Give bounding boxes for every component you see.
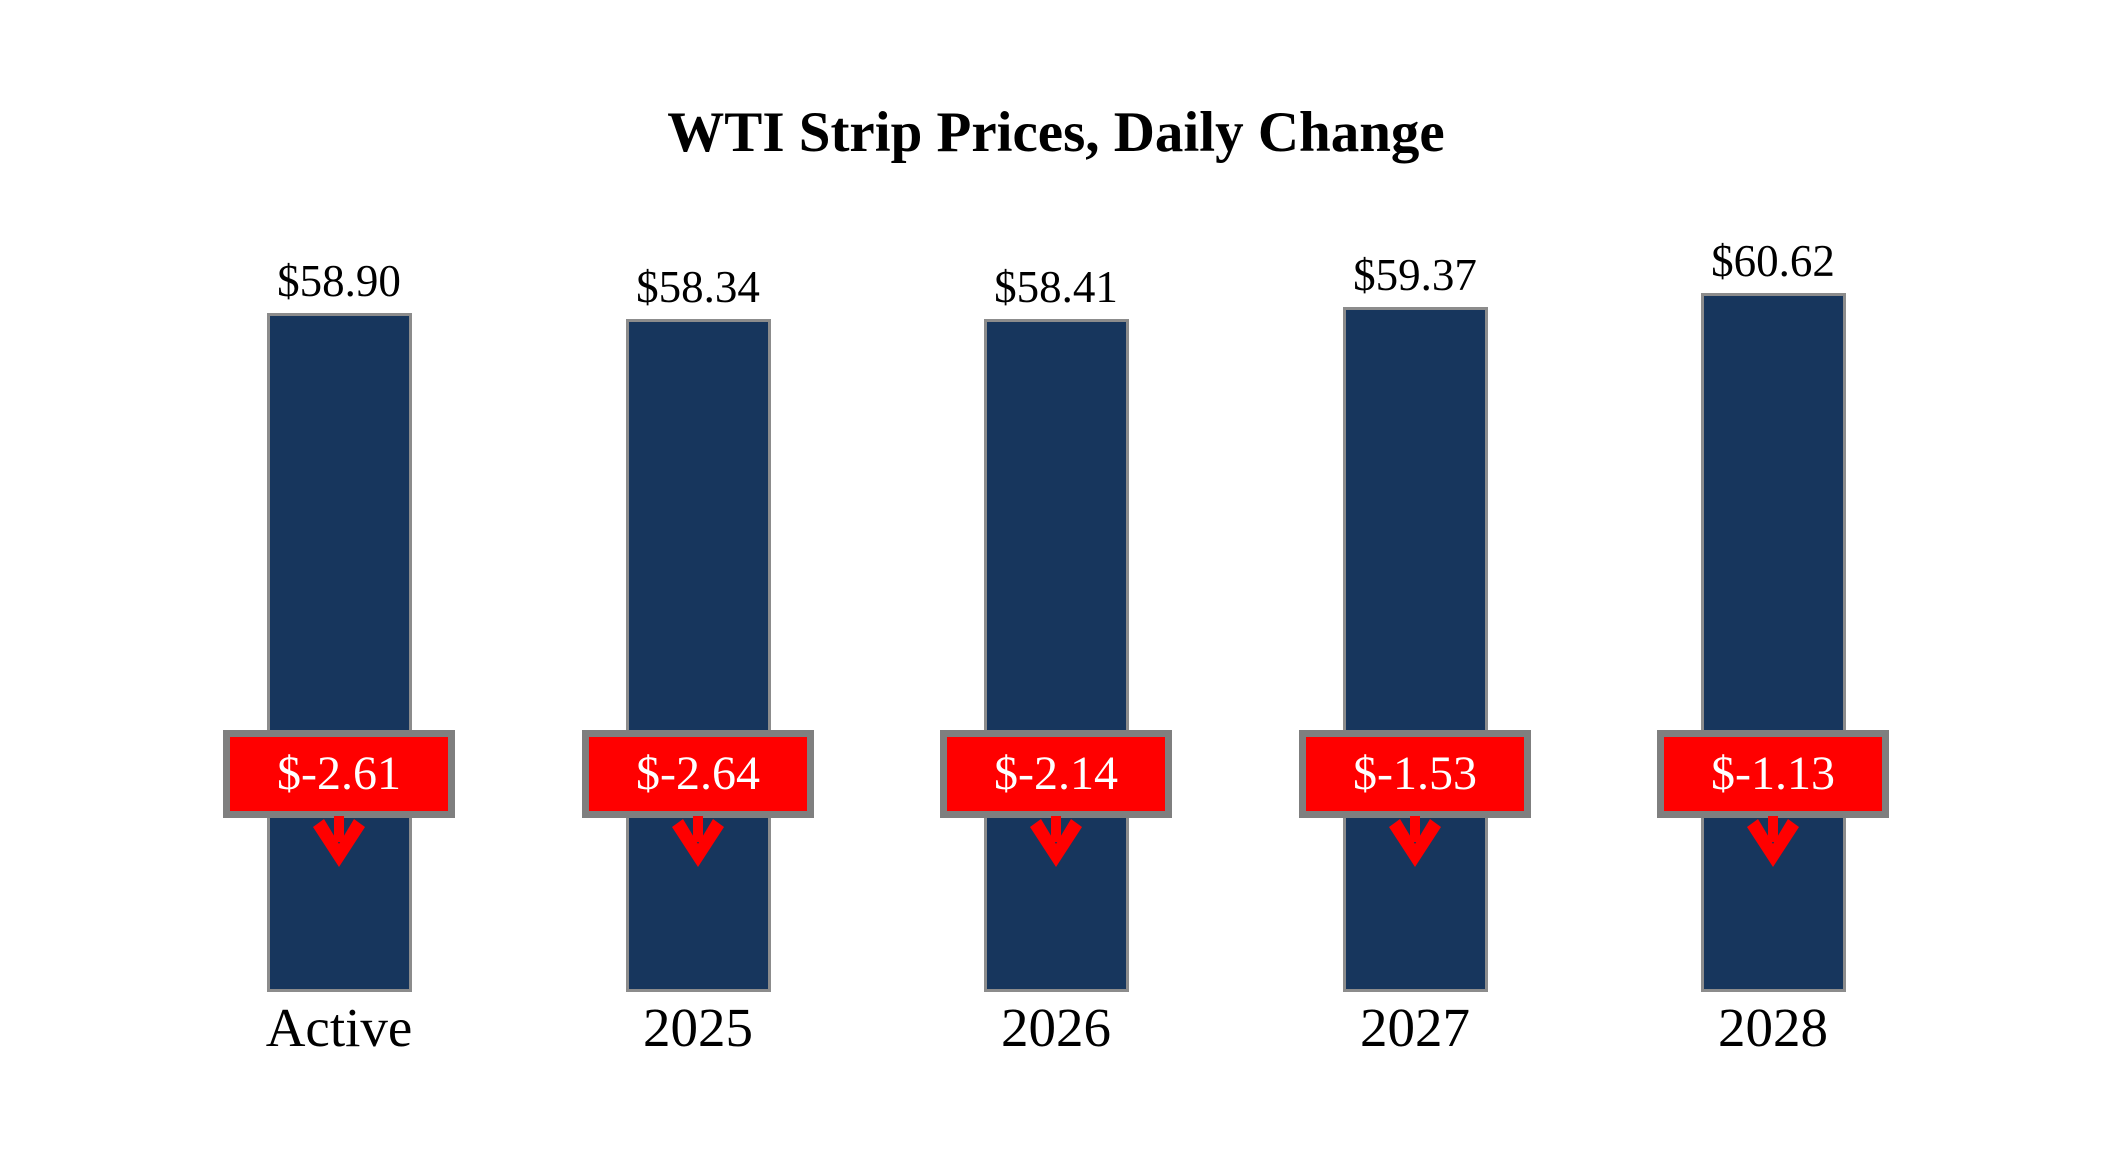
category-label: 2028 xyxy=(1718,997,1828,1058)
price-bar xyxy=(626,319,771,992)
category-label: 2025 xyxy=(643,997,753,1058)
bar-value-label: $58.34 xyxy=(636,262,760,312)
bar-value-label: $58.90 xyxy=(277,256,401,306)
bar-value-label: $58.41 xyxy=(994,262,1118,312)
chart-title: WTI Strip Prices, Daily Change xyxy=(667,101,1445,164)
down-arrow-icon xyxy=(1745,816,1801,868)
price-bar xyxy=(1343,307,1488,992)
price-bar xyxy=(267,313,412,992)
category-label: 2026 xyxy=(1001,997,1111,1058)
bar-value-label: $59.37 xyxy=(1353,250,1477,300)
bar-value-label: $60.62 xyxy=(1711,236,1835,286)
down-arrow-icon xyxy=(1028,816,1084,868)
daily-change-badge: $-2.61 xyxy=(223,730,455,818)
daily-change-badge: $-2.14 xyxy=(940,730,1172,818)
price-bar xyxy=(1701,293,1846,992)
price-bar xyxy=(984,319,1129,992)
category-label: 2027 xyxy=(1360,997,1470,1058)
daily-change-badge: $-1.13 xyxy=(1657,730,1889,818)
down-arrow-icon xyxy=(670,816,726,868)
category-label: Active xyxy=(265,997,413,1058)
down-arrow-icon xyxy=(311,816,367,868)
down-arrow-icon xyxy=(1387,816,1443,868)
daily-change-badge: $-1.53 xyxy=(1299,730,1531,818)
daily-change-badge: $-2.64 xyxy=(582,730,814,818)
